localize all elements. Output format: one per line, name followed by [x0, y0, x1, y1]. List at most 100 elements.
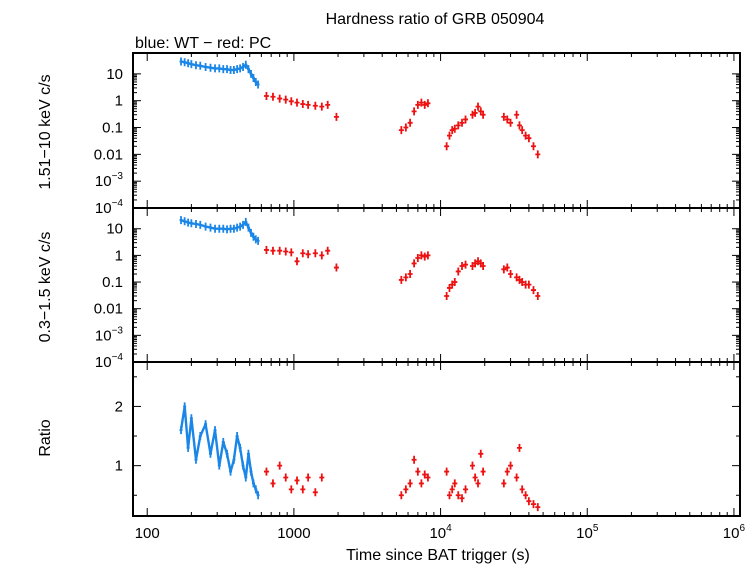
data-point	[418, 98, 424, 107]
data-point	[312, 488, 318, 497]
data-point	[469, 461, 475, 470]
data-point	[480, 261, 486, 270]
data-point	[516, 121, 522, 130]
data-point	[425, 473, 431, 482]
data-point	[459, 261, 465, 270]
data-point	[514, 273, 520, 282]
data-point	[238, 443, 242, 452]
data-point	[526, 134, 532, 143]
data-point	[398, 491, 404, 500]
data-point	[204, 420, 208, 429]
data-point	[217, 224, 221, 233]
data-point	[217, 64, 221, 73]
data-point	[469, 110, 475, 119]
data-point	[213, 426, 217, 435]
data-point	[305, 473, 311, 482]
data-point	[283, 247, 289, 256]
y-tick-label: 0.01	[94, 301, 123, 318]
data-point	[283, 95, 289, 104]
data-point	[244, 217, 248, 226]
data-point	[277, 94, 283, 103]
data-point	[251, 479, 255, 488]
data-point	[225, 449, 229, 458]
data-point	[514, 473, 520, 482]
data-point	[186, 443, 190, 452]
data-point	[179, 216, 183, 225]
data-point	[254, 77, 258, 86]
data-point	[251, 74, 255, 83]
panel-bottom-ratio: 2 1 100 1000 104 105 106	[115, 361, 746, 542]
data-point	[398, 126, 404, 135]
data-point	[530, 142, 536, 151]
data-point	[263, 91, 269, 100]
series-pc	[263, 91, 541, 159]
data-point	[183, 402, 187, 411]
data-point	[504, 467, 510, 476]
data-point	[452, 479, 458, 488]
data-point	[459, 118, 465, 127]
data-point	[208, 449, 212, 458]
data-point	[508, 118, 514, 127]
data-point	[300, 485, 306, 494]
data-point	[475, 257, 481, 266]
data-point	[415, 253, 421, 262]
data-point	[221, 224, 225, 233]
x-tick-label: 106	[723, 523, 746, 542]
data-point	[446, 491, 452, 500]
data-point	[183, 58, 187, 67]
data-point	[241, 461, 245, 470]
data-point	[194, 455, 198, 464]
data-point	[455, 121, 461, 130]
data-point	[478, 449, 484, 458]
data-point	[305, 250, 311, 259]
data-point	[232, 224, 236, 233]
data-point	[300, 100, 306, 109]
data-point	[526, 497, 532, 506]
y-tick-label: 10−4	[95, 198, 124, 217]
data-point	[256, 236, 260, 245]
data-point	[225, 225, 229, 234]
data-point	[198, 61, 202, 70]
data-point	[422, 252, 428, 261]
data-point	[480, 467, 486, 476]
data-point	[312, 101, 318, 110]
x-tick-label-exponent: 4	[446, 523, 452, 534]
data-point	[459, 494, 465, 503]
data-point	[411, 107, 417, 116]
data-point	[463, 260, 469, 269]
data-point	[277, 246, 283, 255]
data-point	[246, 449, 250, 458]
data-point	[415, 467, 421, 476]
data-point	[425, 251, 431, 260]
x-tick-label: 100	[135, 525, 160, 542]
data-point	[204, 222, 208, 231]
data-point	[249, 228, 253, 237]
data-point	[403, 485, 409, 494]
data-point	[425, 99, 431, 108]
data-point	[213, 64, 217, 73]
data-point	[472, 473, 478, 482]
data-point	[325, 100, 331, 109]
data-point	[523, 131, 529, 140]
data-point	[270, 479, 276, 488]
data-point	[305, 100, 311, 109]
data-point	[294, 476, 300, 485]
y-tick-label-exponent: −4	[112, 198, 124, 209]
x-tick-label: 105	[576, 523, 599, 542]
data-point	[411, 455, 417, 464]
data-point	[535, 150, 541, 159]
data-point	[508, 270, 514, 279]
data-point	[294, 257, 300, 266]
data-point	[238, 222, 242, 231]
data-point	[472, 108, 478, 117]
data-point	[411, 259, 417, 268]
data-point	[319, 251, 325, 260]
data-point	[535, 503, 541, 512]
y-tick-label: 10−4	[95, 352, 124, 371]
data-point	[519, 278, 525, 287]
panel-top-hard-band: 10 1 0.1 0.01 10−3 10−4	[94, 52, 741, 217]
data-point	[254, 235, 258, 244]
y-tick-label: 10	[106, 221, 123, 238]
data-point	[415, 100, 421, 109]
data-point	[283, 473, 289, 482]
